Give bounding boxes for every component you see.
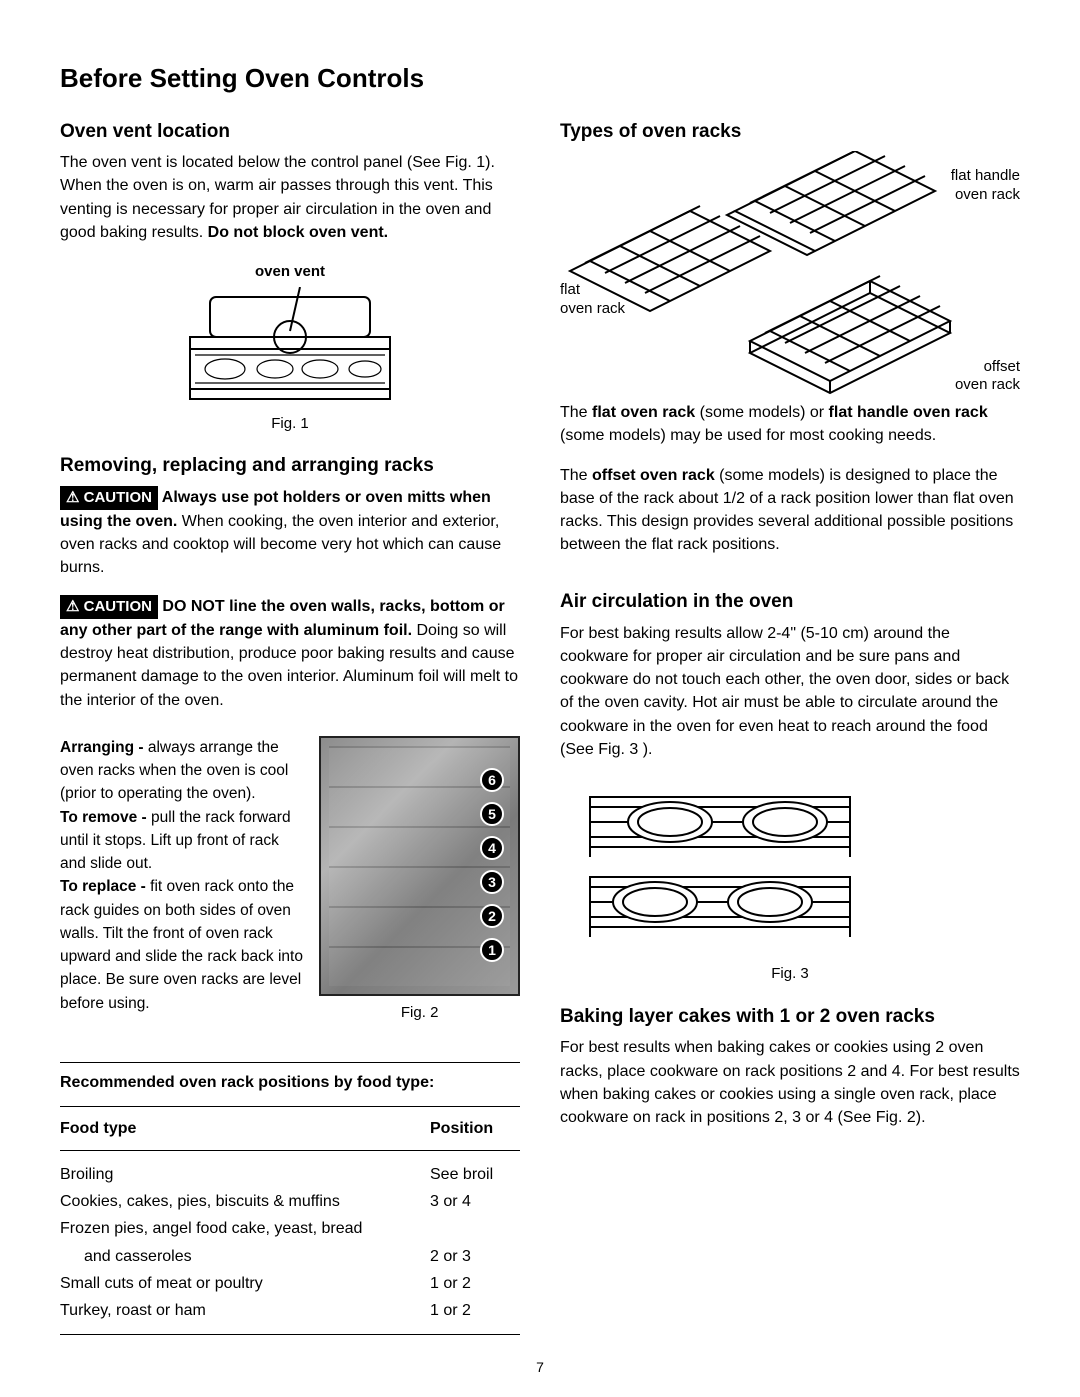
figure-2-row: Arranging - always arrange the oven rack… bbox=[60, 736, 520, 1042]
rack-instructions: Arranging - always arrange the oven rack… bbox=[60, 736, 305, 1015]
table-cell-pos: 1 or 2 bbox=[430, 1299, 520, 1322]
rack-table-head-food: Food type bbox=[60, 1117, 430, 1140]
table-row: Frozen pies, angel food cake, yeast, bre… bbox=[60, 1215, 520, 1242]
rack-position-badge: 1 bbox=[480, 938, 504, 962]
text: (some models) may be used for most cooki… bbox=[560, 427, 936, 444]
heading-rack-types: Types of oven racks bbox=[560, 118, 1020, 146]
right-column: Types of oven racks bbox=[560, 118, 1020, 1335]
table-cell-pos: See broil bbox=[430, 1163, 520, 1186]
text: The bbox=[560, 467, 592, 484]
flat-handle-rack-label: flat handle oven rack bbox=[951, 167, 1020, 205]
text: The bbox=[560, 404, 592, 421]
heading-racks: Removing, replacing and arranging racks bbox=[60, 452, 520, 480]
para-baking-cakes: For best results when baking cakes or co… bbox=[560, 1036, 1020, 1129]
text: (some models) or bbox=[695, 404, 828, 421]
table-cell-food: Small cuts of meat or poultry bbox=[60, 1272, 430, 1295]
table-cell-food: Cookies, cakes, pies, biscuits & muffins bbox=[60, 1190, 430, 1213]
heading-oven-vent: Oven vent location bbox=[60, 118, 520, 146]
table-cell-pos: 3 or 4 bbox=[430, 1190, 520, 1213]
figure-1: oven vent bbox=[60, 260, 520, 435]
arranging-label: Arranging - bbox=[60, 739, 144, 756]
table-cell-pos: 2 or 3 bbox=[430, 1245, 520, 1268]
caution-2-para: CAUTION DO NOT line the oven walls, rack… bbox=[60, 595, 520, 712]
fig2-caption: Fig. 2 bbox=[319, 1002, 520, 1024]
figure-3: Fig. 3 bbox=[560, 777, 1020, 985]
table-cell-pos: 1 or 2 bbox=[430, 1272, 520, 1295]
text-bold: offset oven rack bbox=[592, 467, 715, 484]
rack-position-badge: 4 bbox=[480, 836, 504, 860]
offset-rack-label: offset oven rack bbox=[955, 358, 1020, 396]
table-cell-food: and casseroles bbox=[60, 1245, 430, 1268]
rack-position-badges: 6 5 4 3 2 1 bbox=[480, 768, 504, 962]
rack-table-head-pos: Position bbox=[430, 1117, 520, 1140]
rack-table-title: Recommended oven rack positions by food … bbox=[60, 1062, 520, 1094]
heading-air-circulation: Air circulation in the oven bbox=[560, 588, 1020, 616]
caution-1-para: CAUTION Always use pot holders or oven m… bbox=[60, 486, 520, 579]
oven-racks-illustration-icon bbox=[560, 151, 1000, 401]
rack-position-badge: 6 bbox=[480, 768, 504, 792]
replace-text: fit oven rack onto the rack guides on bo… bbox=[60, 878, 303, 1011]
oven-interior-photo-icon: 6 5 4 3 2 1 bbox=[319, 736, 520, 996]
table-cell-food: Frozen pies, angel food cake, yeast, bre… bbox=[60, 1217, 430, 1240]
rack-position-badge: 5 bbox=[480, 802, 504, 826]
fig3-caption: Fig. 3 bbox=[560, 963, 1020, 985]
rack-position-badge: 2 bbox=[480, 904, 504, 928]
table-row: Cookies, cakes, pies, biscuits & muffins… bbox=[60, 1188, 520, 1215]
page-number: 7 bbox=[0, 1357, 1080, 1377]
stove-illustration-icon bbox=[170, 287, 410, 407]
left-column: Oven vent location The oven vent is loca… bbox=[60, 118, 520, 1335]
heading-baking-cakes: Baking layer cakes with 1 or 2 oven rack… bbox=[560, 1003, 1020, 1031]
table-row: BroilingSee broil bbox=[60, 1161, 520, 1188]
caution-badge-icon: CAUTION bbox=[60, 486, 158, 510]
text-bold: flat handle oven rack bbox=[829, 404, 988, 421]
oven-vent-label: oven vent bbox=[170, 261, 410, 283]
table-cell-food: Broiling bbox=[60, 1163, 430, 1186]
rack-table-header: Food type Position bbox=[60, 1106, 520, 1151]
two-column-layout: Oven vent location The oven vent is loca… bbox=[60, 118, 1020, 1335]
table-cell-food: Turkey, roast or ham bbox=[60, 1299, 430, 1322]
remove-label: To remove - bbox=[60, 809, 147, 826]
table-row: Turkey, roast or ham1 or 2 bbox=[60, 1297, 520, 1324]
rack-types-diagram: flat oven rack flat handle oven rack off… bbox=[560, 151, 1020, 401]
para-rack-types-1: The flat oven rack (some models) or flat… bbox=[560, 401, 1020, 447]
para-oven-vent-bold: Do not block oven vent. bbox=[208, 224, 388, 241]
fig1-caption: Fig. 1 bbox=[60, 413, 520, 435]
table-row: and casseroles2 or 3 bbox=[60, 1243, 520, 1270]
replace-label: To replace - bbox=[60, 878, 146, 895]
flat-rack-label: flat oven rack bbox=[560, 281, 625, 319]
table-cell-pos bbox=[430, 1217, 520, 1240]
air-circulation-illustration-icon bbox=[560, 777, 880, 957]
para-rack-types-2: The offset oven rack (some models) is de… bbox=[560, 464, 1020, 557]
table-row: Small cuts of meat or poultry1 or 2 bbox=[60, 1270, 520, 1297]
text-bold: flat oven rack bbox=[592, 404, 695, 421]
rack-position-badge: 3 bbox=[480, 870, 504, 894]
figure-2: 6 5 4 3 2 1 Fig. 2 bbox=[319, 736, 520, 1042]
caution-badge-icon: CAUTION bbox=[60, 595, 158, 619]
page-title: Before Setting Oven Controls bbox=[60, 60, 1020, 98]
rack-table-body: BroilingSee broil Cookies, cakes, pies, … bbox=[60, 1151, 520, 1335]
para-air-circulation: For best baking results allow 2-4" (5-10… bbox=[560, 622, 1020, 761]
para-oven-vent: The oven vent is located below the contr… bbox=[60, 151, 520, 244]
